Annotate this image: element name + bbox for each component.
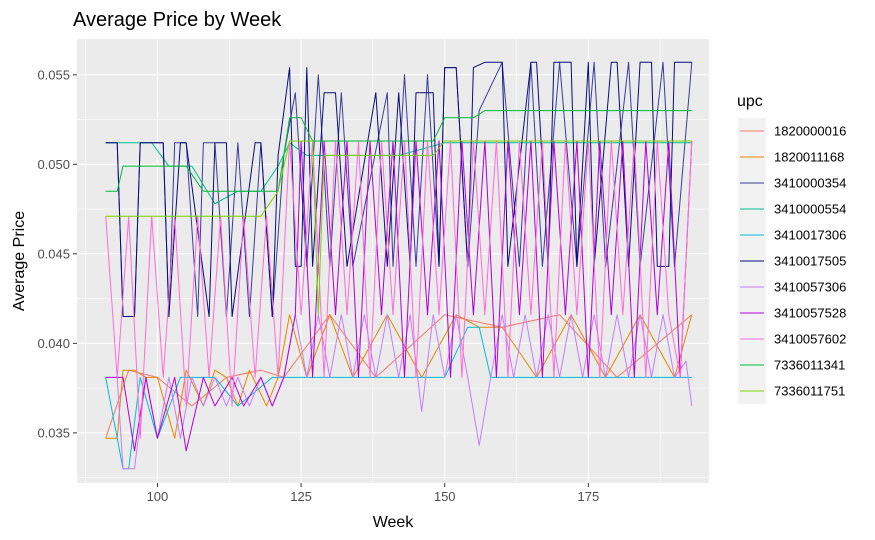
y-axis-title: Average Price xyxy=(11,211,28,311)
legend-label: 7336011341 xyxy=(774,358,845,373)
chart-title: Average Price by Week xyxy=(73,9,282,31)
legend-label: 3410000554 xyxy=(774,202,846,217)
legend-label: 3410017505 xyxy=(774,254,846,269)
legend-label: 3410057602 xyxy=(774,332,846,347)
legend-label: 1820000016 xyxy=(774,124,846,139)
y-tick-label: 0.050 xyxy=(37,157,70,172)
legend: upc 1820000016 1820011168 3410000354 341000… xyxy=(737,93,846,404)
series-line-3410057602 xyxy=(105,140,693,439)
legend-label: 3410017306 xyxy=(774,228,846,243)
x-tick-label: 175 xyxy=(577,489,599,504)
y-tick-label: 0.035 xyxy=(37,425,70,440)
x-tick-label: 150 xyxy=(434,489,456,504)
y-axis: 0.035 0.040 0.045 0.050 0.055 xyxy=(37,67,77,440)
series-line-7336011341 xyxy=(105,110,692,192)
series-lines xyxy=(105,61,693,470)
x-axis-title: Week xyxy=(373,514,415,531)
series-line-1820000016 xyxy=(105,314,693,439)
legend-title: upc xyxy=(737,93,763,110)
x-axis: 100 125 150 175 xyxy=(147,483,599,504)
y-tick-label: 0.045 xyxy=(37,246,70,261)
y-tick-label: 0.040 xyxy=(37,336,70,351)
legend-label: 3410057306 xyxy=(774,280,846,295)
legend-label: 3410000354 xyxy=(774,176,846,191)
series-line-7336011751 xyxy=(105,140,692,316)
x-tick-label: 125 xyxy=(290,489,312,504)
legend-label: 3410057528 xyxy=(774,306,846,321)
x-tick-label: 100 xyxy=(147,489,169,504)
legend-label: 1820011168 xyxy=(774,150,844,165)
legend-label: 7336011751 xyxy=(774,384,845,399)
y-tick-label: 0.055 xyxy=(37,67,70,82)
